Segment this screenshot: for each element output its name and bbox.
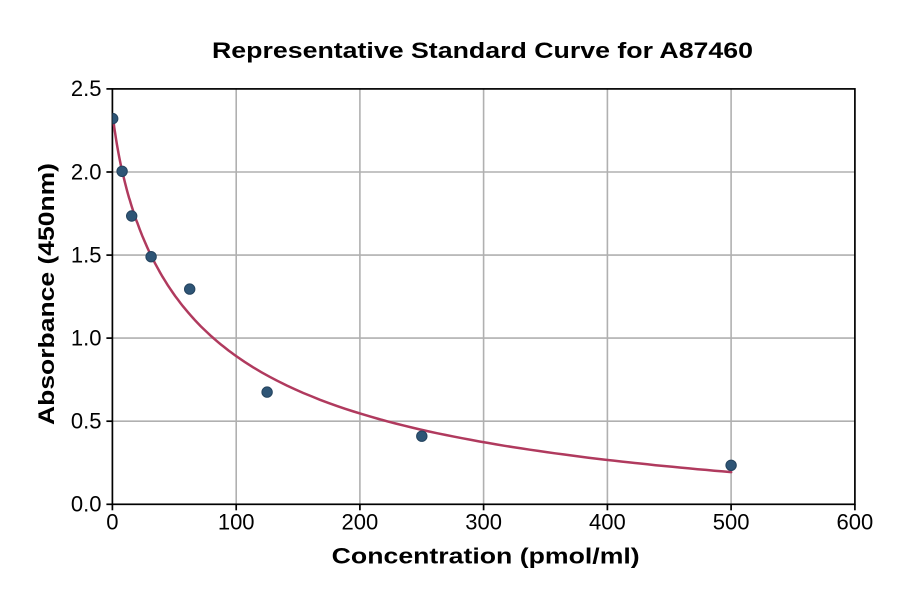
svg-text:2.5: 2.5 — [71, 76, 102, 101]
svg-text:Absorbance (450nm): Absorbance (450nm) — [34, 163, 59, 425]
svg-text:1.0: 1.0 — [71, 325, 102, 350]
svg-text:400: 400 — [589, 509, 626, 534]
svg-text:1.5: 1.5 — [71, 242, 102, 267]
svg-text:0.5: 0.5 — [71, 409, 102, 434]
svg-text:300: 300 — [465, 509, 502, 534]
svg-text:200: 200 — [342, 509, 379, 534]
svg-text:600: 600 — [837, 509, 874, 534]
svg-text:Representative Standard Curve: Representative Standard Curve for A87460 — [212, 38, 753, 63]
svg-text:0.0: 0.0 — [71, 492, 102, 517]
svg-text:Concentration (pmol/ml): Concentration (pmol/ml) — [332, 544, 640, 569]
svg-text:2.0: 2.0 — [71, 159, 102, 184]
svg-text:500: 500 — [713, 509, 750, 534]
svg-text:100: 100 — [218, 509, 255, 534]
svg-text:0: 0 — [106, 509, 118, 534]
